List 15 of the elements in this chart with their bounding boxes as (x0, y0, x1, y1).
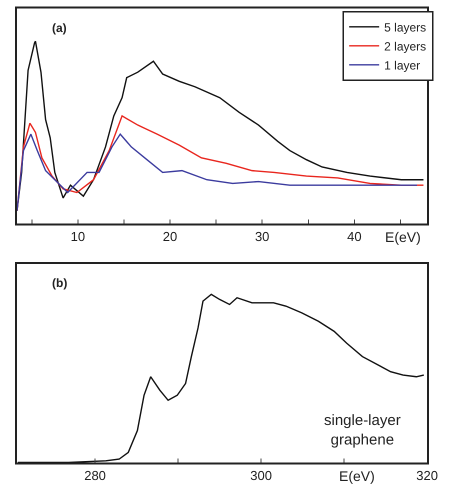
legend-label: 1 layer (384, 58, 420, 72)
x-axis-title: E(eV) (339, 468, 375, 484)
x-tick-label: 300 (250, 468, 272, 483)
x-tick-label: 30 (254, 228, 270, 244)
x-tick-label: 280 (84, 468, 106, 483)
legend-label: 5 layers (384, 20, 426, 34)
legend-label: 2 layers (384, 39, 426, 54)
annotation: single-layer graphene (324, 412, 401, 448)
text: (b) (52, 276, 68, 290)
x-axis-title: E(eV) (385, 229, 421, 245)
x-tick-label: 320 (416, 468, 438, 483)
x-tick-label: 20 (162, 228, 178, 244)
x-tick-label: 10 (70, 228, 86, 244)
text: (a) (52, 21, 67, 35)
x-tick-label: 40 (347, 228, 362, 244)
